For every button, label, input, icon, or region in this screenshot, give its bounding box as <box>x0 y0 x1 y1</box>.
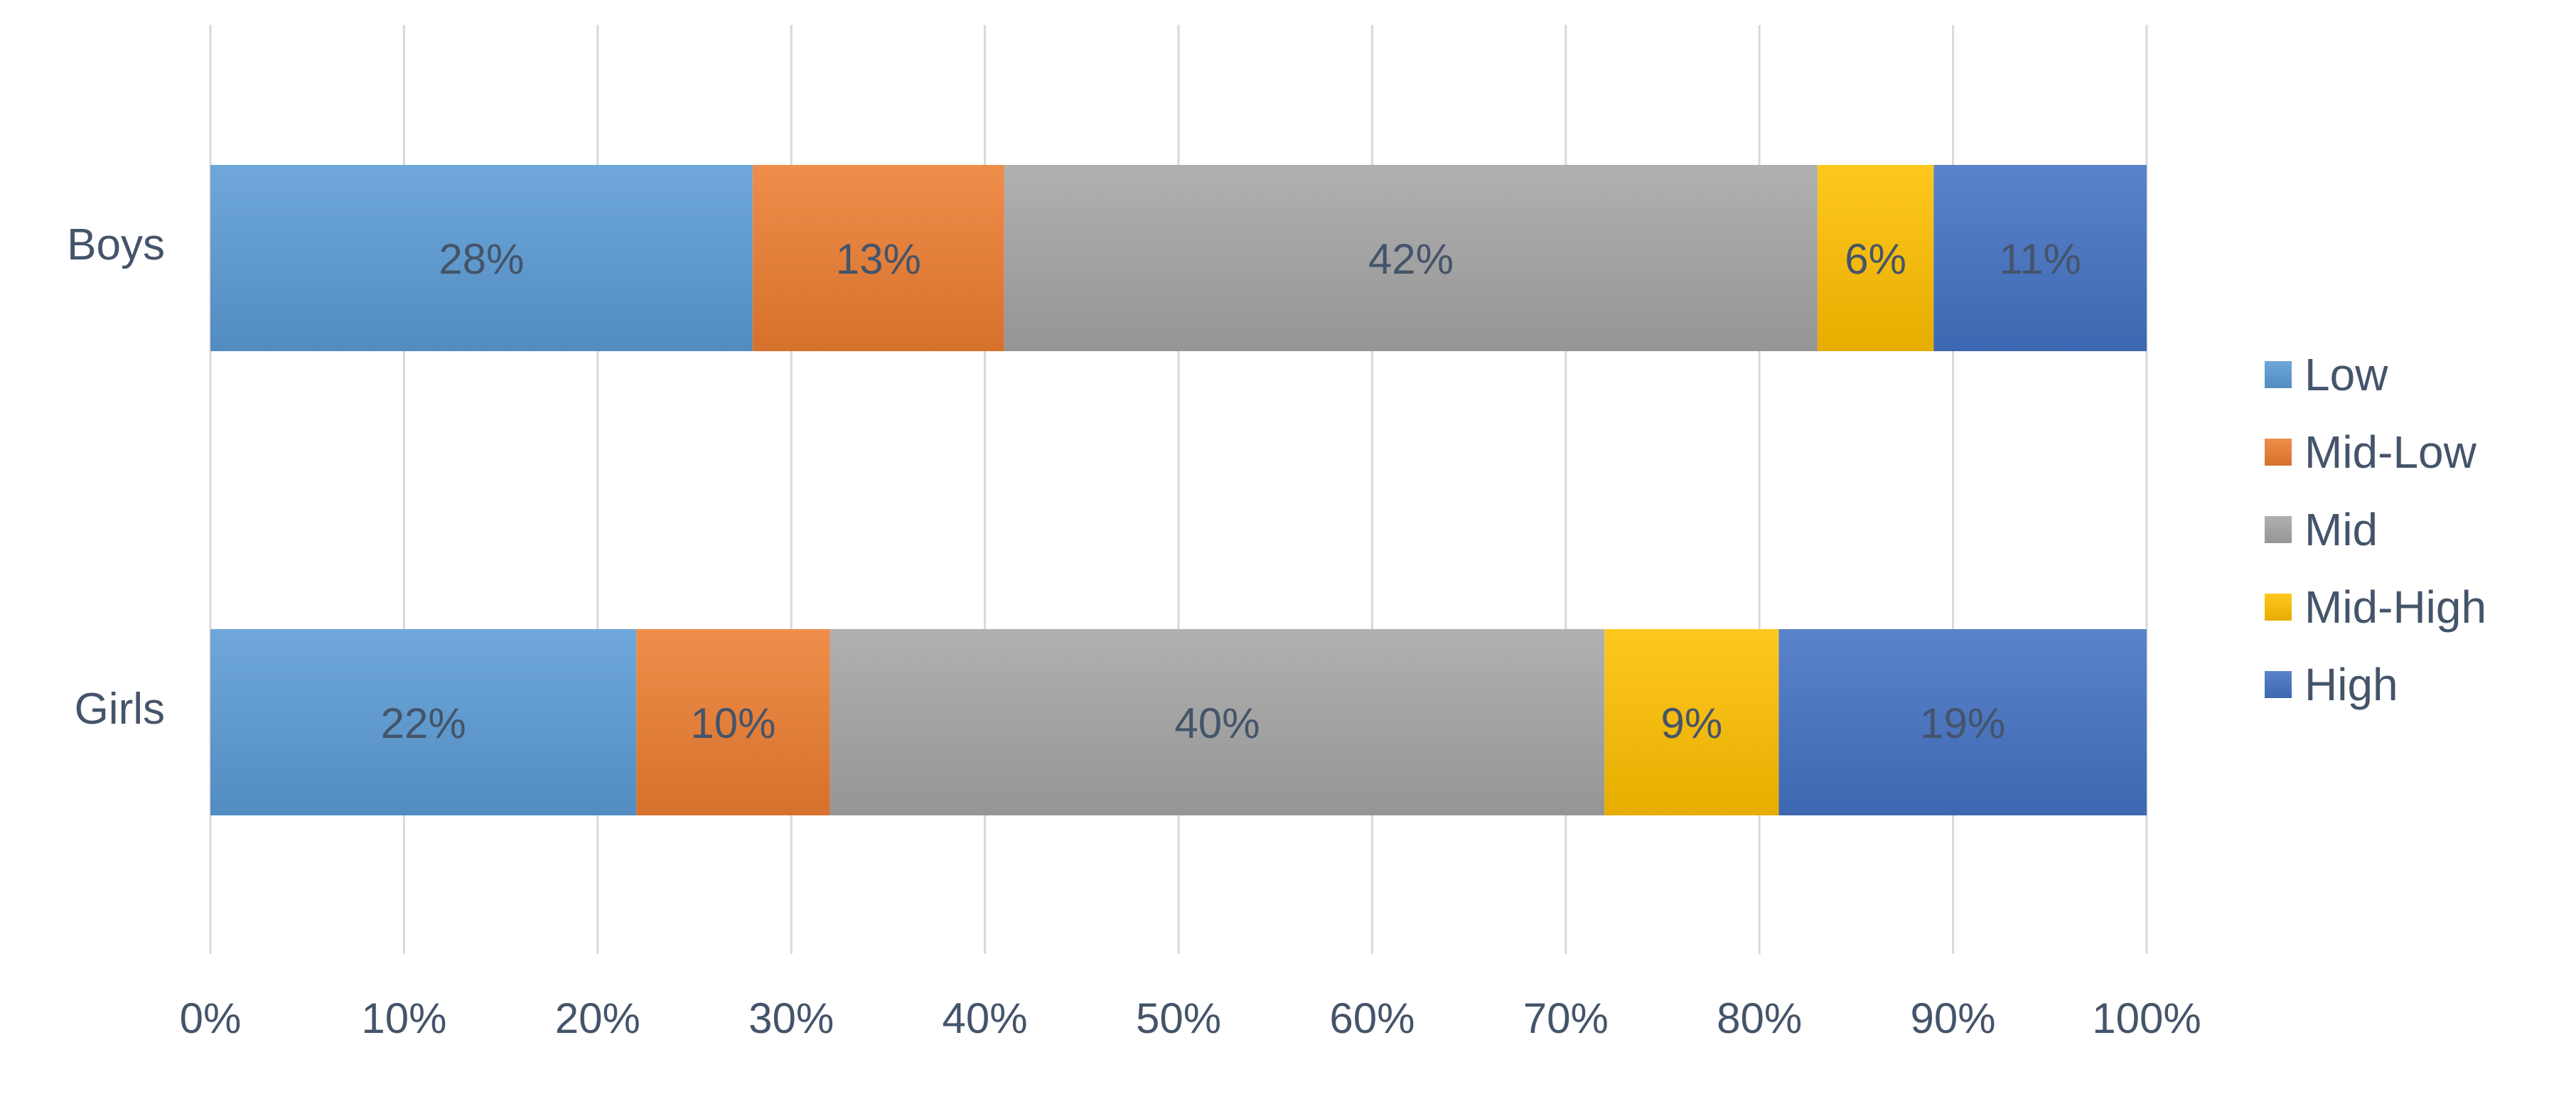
data-label: 9% <box>1661 700 1723 747</box>
legend-label: Mid-Low <box>2304 427 2477 478</box>
x-tick-label: 80% <box>1717 995 1802 1042</box>
legend-label: High <box>2304 659 2398 710</box>
legend-item-mid-low: Mid-Low <box>2265 427 2477 478</box>
x-tick-label: 70% <box>1523 995 1609 1042</box>
data-label: 10% <box>690 700 776 747</box>
legend-item-high: High <box>2265 659 2398 710</box>
data-label: 6% <box>1845 235 1906 283</box>
category-axis: Boys Girls <box>67 220 165 734</box>
bar-segment-low-girls <box>210 629 637 815</box>
data-label: 22% <box>381 700 466 747</box>
legend-swatch <box>2265 361 2292 388</box>
data-label: 19% <box>1920 700 2005 747</box>
legend-item-low: Low <box>2265 349 2388 400</box>
legend-item-mid: Mid <box>2265 504 2378 555</box>
data-label: 13% <box>836 235 921 283</box>
x-tick-label: 100% <box>2092 995 2201 1042</box>
bar-segment-high-girls <box>1778 629 2147 815</box>
bar-segment-mid-girls <box>830 629 1605 815</box>
x-tick-label: 50% <box>1136 995 1221 1042</box>
bar-segment-high-boys <box>1933 165 2147 351</box>
x-tick-label: 10% <box>361 995 446 1042</box>
bar-segment-mid-low-girls <box>636 629 830 815</box>
data-label: 11% <box>1999 235 2081 283</box>
legend-item-mid-high: Mid-High <box>2265 582 2486 633</box>
value-axis: 0% 10% 20% 30% 40% 50% 60% 70% 80% 90% 100% <box>180 995 2201 1042</box>
data-labels: 28% 13% 42% 6% 11% 22% 10% 40% 9% 19% <box>381 235 2081 747</box>
x-tick-label: 0% <box>180 995 242 1042</box>
data-label: 40% <box>1174 700 1260 747</box>
bar-segment-mid-high-girls <box>1604 629 1779 815</box>
category-label: Boys <box>67 220 165 269</box>
legend: Low Mid-Low Mid Mid-High High <box>2265 349 2486 710</box>
legend-swatch <box>2265 671 2292 698</box>
x-tick-label: 40% <box>943 995 1028 1042</box>
legend-swatch <box>2265 594 2292 621</box>
bar-segment-mid-high-boys <box>1817 165 1934 351</box>
bar-segment-low-boys <box>210 165 753 351</box>
x-tick-label: 60% <box>1329 995 1415 1042</box>
x-tick-label: 20% <box>555 995 640 1042</box>
bars <box>210 165 2147 815</box>
x-tick-label: 30% <box>748 995 834 1042</box>
data-label: 42% <box>1368 235 1454 283</box>
legend-label: Mid <box>2304 504 2378 555</box>
category-label: Girls <box>75 685 165 734</box>
legend-label: Mid-High <box>2304 582 2486 633</box>
legend-label: Low <box>2304 349 2388 400</box>
bar-segment-mid-boys <box>1004 165 1818 351</box>
legend-swatch <box>2265 439 2292 466</box>
x-tick-label: 90% <box>1911 995 1996 1042</box>
legend-swatch <box>2265 516 2292 543</box>
data-label: 28% <box>439 235 524 283</box>
bar-segment-mid-low-boys <box>752 165 1004 351</box>
